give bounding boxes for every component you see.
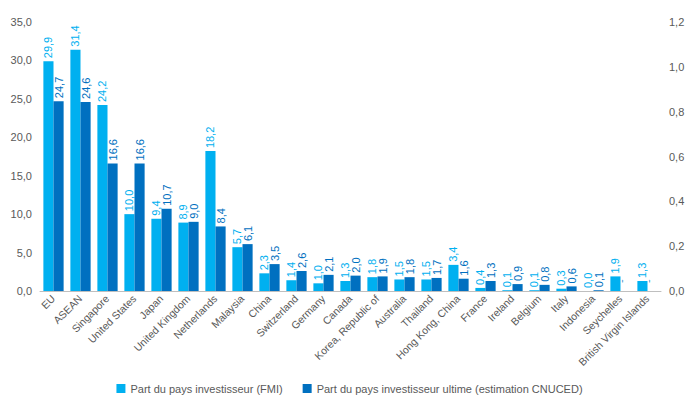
svg-text:1,7: 1,7 (431, 260, 443, 275)
svg-text:1,3: 1,3 (485, 263, 497, 278)
svg-text:15,0: 15,0 (11, 170, 32, 182)
svg-text:Malaysia: Malaysia (209, 293, 246, 330)
svg-text:24,7: 24,7 (53, 77, 65, 98)
svg-text:0,6: 0,6 (566, 268, 578, 283)
svg-text:1,0: 1,0 (669, 61, 684, 73)
svg-text:8,4: 8,4 (215, 208, 227, 223)
svg-text:18,2: 18,2 (204, 127, 216, 148)
svg-text:24,2: 24,2 (96, 81, 108, 102)
svg-text:0,2: 0,2 (669, 240, 684, 252)
svg-text:1,8: 1,8 (404, 259, 416, 274)
svg-text:0,1: 0,1 (593, 272, 605, 287)
svg-text:10,0: 10,0 (11, 208, 32, 220)
svg-text:Part du pays investisseur (FMI: Part du pays investisseur (FMI) (130, 383, 282, 395)
svg-text:9,4: 9,4 (150, 200, 163, 216)
svg-text:Switzerland: Switzerland (254, 293, 300, 339)
svg-text:France: France (459, 293, 490, 324)
svg-text:0,0: 0,0 (582, 272, 595, 288)
svg-text:0,8: 0,8 (669, 106, 684, 118)
svg-text:20,0: 20,0 (11, 131, 32, 143)
svg-text:Korea, Republic of: Korea, Republic of (313, 293, 382, 362)
svg-text:9,0: 9,0 (188, 204, 200, 219)
svg-text:0,3: 0,3 (555, 270, 568, 286)
svg-text:United States: United States (86, 293, 138, 345)
svg-text:1,3: 1,3 (339, 262, 352, 278)
svg-text:24,6: 24,6 (80, 78, 92, 99)
svg-text:Singapore: Singapore (69, 293, 112, 335)
svg-text:0,0: 0,0 (669, 285, 684, 297)
svg-text:0,6: 0,6 (669, 151, 684, 163)
svg-text:0,4: 0,4 (474, 269, 487, 285)
svg-text:10,0: 10,0 (123, 190, 135, 211)
svg-text:30,0: 30,0 (11, 54, 32, 66)
svg-text:3,5: 3,5 (269, 246, 281, 261)
svg-text:16,6: 16,6 (107, 139, 119, 160)
svg-text:1,4: 1,4 (285, 261, 298, 278)
svg-text:1,0: 1,0 (312, 265, 325, 281)
svg-text:Japan: Japan (137, 293, 166, 322)
svg-text:Ireland: Ireland (485, 293, 517, 324)
svg-text:Canada: Canada (320, 293, 355, 327)
svg-text:-: - (642, 279, 654, 283)
svg-text:1,5: 1,5 (393, 261, 406, 277)
svg-text:8,9: 8,9 (177, 204, 190, 220)
svg-text:Belgium: Belgium (509, 293, 544, 328)
svg-text:0,9: 0,9 (512, 266, 524, 281)
svg-text:2,0: 2,0 (350, 257, 362, 272)
svg-text:1,6: 1,6 (458, 260, 470, 275)
svg-text:Netherlands: Netherlands (172, 293, 220, 341)
svg-text:31,4: 31,4 (69, 25, 81, 46)
svg-text:3,4: 3,4 (447, 247, 459, 262)
svg-text:35,0: 35,0 (11, 16, 32, 28)
svg-text:0,8: 0,8 (539, 267, 551, 282)
svg-text:1,9: 1,9 (377, 258, 389, 273)
svg-text:16,6: 16,6 (134, 139, 146, 160)
svg-text:25,0: 25,0 (11, 93, 32, 105)
svg-text:Seychelles: Seychelles (580, 293, 625, 337)
svg-text:5,7: 5,7 (231, 228, 244, 245)
svg-text:-: - (615, 279, 627, 283)
svg-text:0,1: 0,1 (501, 271, 514, 288)
svg-text:0,0: 0,0 (17, 285, 32, 297)
svg-text:1,3: 1,3 (636, 263, 648, 278)
svg-text:ASEAN: ASEAN (51, 293, 85, 326)
svg-text:United Kingdom: United Kingdom (131, 293, 193, 354)
svg-text:6,1: 6,1 (242, 226, 254, 241)
svg-text:0,1: 0,1 (528, 271, 541, 288)
svg-text:Thailand: Thailand (399, 293, 436, 330)
svg-text:2,3: 2,3 (258, 255, 271, 271)
svg-text:Italy: Italy (549, 293, 571, 315)
svg-text:Hong Kong, China: Hong Kong, China (394, 293, 462, 361)
svg-text:Germany: Germany (289, 293, 328, 332)
svg-text:1,5: 1,5 (420, 261, 433, 277)
svg-text:2,6: 2,6 (296, 253, 308, 268)
svg-text:Part du pays investisseur ulti: Part du pays investisseur ultime (estima… (317, 383, 583, 395)
svg-text:EU: EU (39, 293, 57, 311)
svg-text:1,8: 1,8 (366, 258, 379, 275)
svg-text:2,1: 2,1 (323, 257, 335, 272)
svg-text:0,4: 0,4 (669, 195, 684, 207)
svg-text:Indonesia: Indonesia (557, 293, 598, 334)
svg-text:China: China (246, 293, 274, 321)
svg-text:5,0: 5,0 (17, 247, 32, 259)
svg-text:29,9: 29,9 (42, 37, 54, 58)
svg-text:10,7: 10,7 (161, 184, 173, 205)
svg-text:Australia: Australia (371, 293, 409, 330)
svg-text:British Virgin Islands: British Virgin Islands (577, 293, 652, 368)
svg-text:1,9: 1,9 (609, 258, 621, 273)
svg-text:1,2: 1,2 (669, 16, 684, 28)
